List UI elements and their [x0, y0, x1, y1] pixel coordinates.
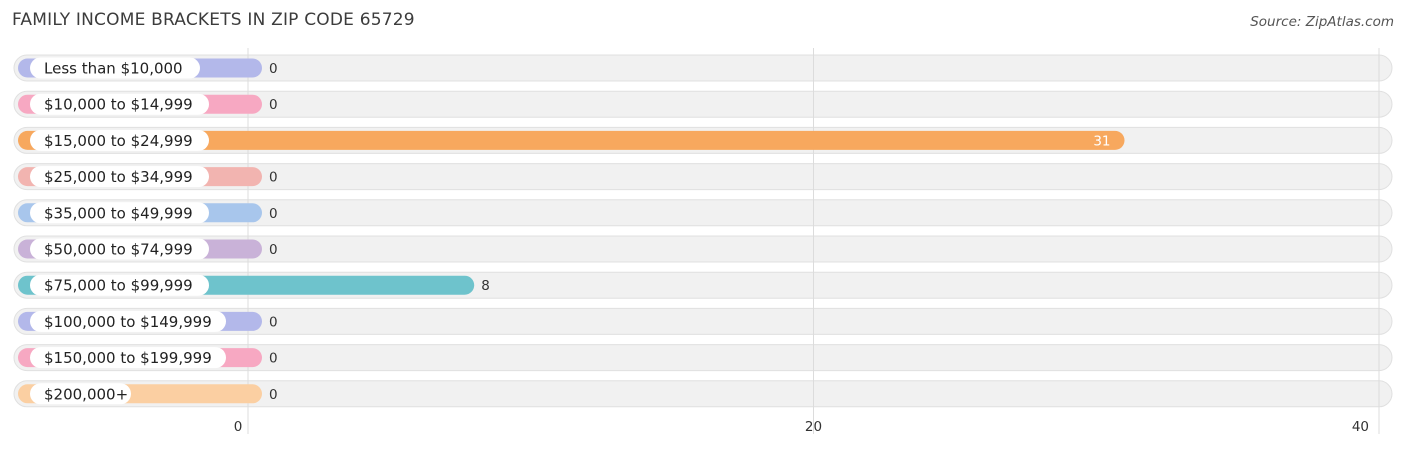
category-pill	[30, 202, 209, 224]
category-label: $35,000 to $49,999	[44, 204, 193, 222]
category-pill	[30, 347, 226, 369]
row-background	[13, 199, 1393, 227]
category-pill	[30, 93, 209, 115]
value-label: 0	[269, 170, 278, 186]
category-pill	[30, 166, 209, 188]
value-label: 8	[481, 278, 490, 294]
value-label: 0	[269, 206, 278, 222]
value-label: 0	[269, 242, 278, 258]
category-pill	[30, 57, 200, 79]
x-tick-label: 20	[805, 419, 822, 435]
category-label: $150,000 to $199,999	[44, 349, 212, 367]
row-background	[13, 54, 1393, 82]
x-tick-label: 40	[1352, 419, 1369, 435]
bars-layer: Less than $10,000 0 $10,000 to $14,999 0 $15…	[18, 57, 1125, 405]
row-background	[13, 163, 1393, 191]
value-label: 0	[269, 387, 278, 403]
category-label: $75,000 to $99,999	[44, 277, 193, 295]
category-label: $25,000 to $34,999	[44, 168, 193, 186]
value-label: 31	[1093, 133, 1110, 149]
value-label: 0	[269, 351, 278, 367]
row-background	[13, 307, 1393, 335]
row-background	[13, 235, 1393, 263]
category-label: Less than $10,000	[44, 60, 183, 78]
category-pill	[30, 238, 209, 260]
category-label: $100,000 to $149,999	[44, 313, 212, 331]
x-tick-label: 0	[234, 419, 243, 435]
category-pill	[30, 274, 209, 296]
value-label: 0	[269, 61, 278, 77]
ticks-layer: 0 20 40	[234, 419, 1369, 435]
category-label: $15,000 to $24,999	[44, 132, 193, 150]
category-label: $10,000 to $14,999	[44, 96, 193, 114]
category-label: $200,000+	[44, 385, 128, 403]
category-pill	[30, 310, 226, 332]
bar	[18, 130, 1125, 150]
row-background	[13, 344, 1393, 372]
chart-title: FAMILY INCOME BRACKETS IN ZIP CODE 65729	[12, 10, 415, 30]
chart-source: Source: ZipAtlas.com	[1250, 14, 1394, 30]
row-background	[13, 380, 1393, 408]
value-label: 0	[269, 314, 278, 330]
category-pill	[30, 383, 131, 405]
row-background	[13, 90, 1393, 118]
value-label: 0	[269, 97, 278, 113]
category-label: $50,000 to $74,999	[44, 241, 193, 259]
category-pill	[30, 129, 209, 151]
